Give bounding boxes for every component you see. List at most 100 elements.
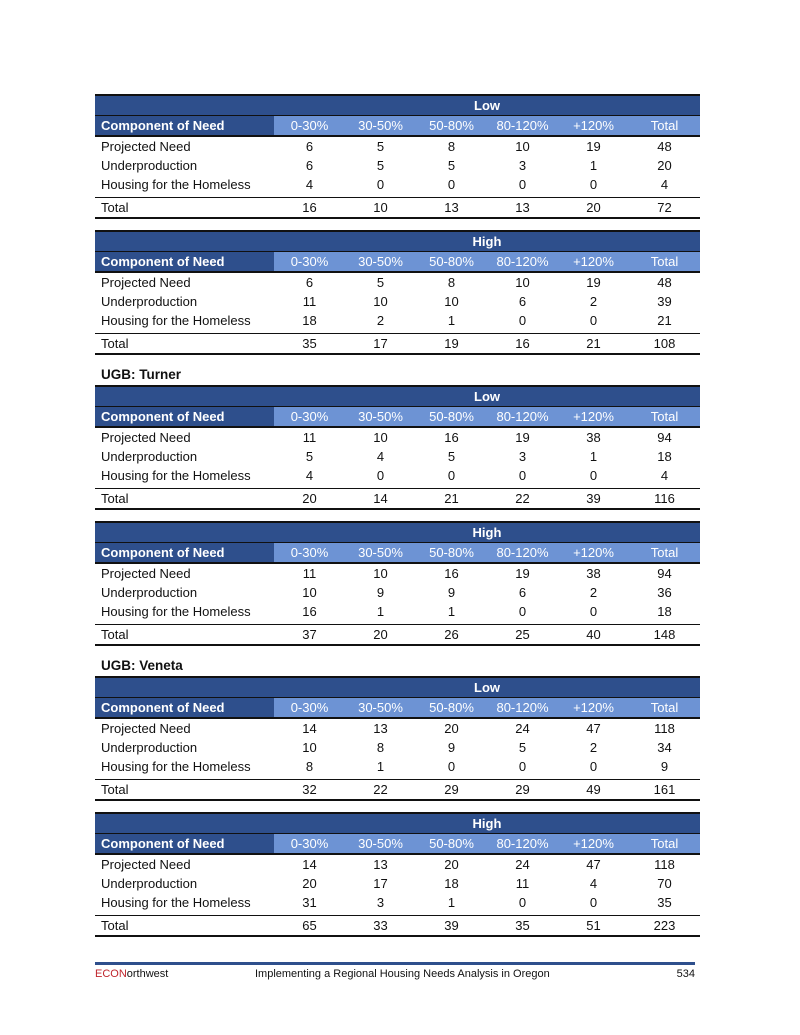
table-cell: 0: [518, 468, 527, 483]
table-cell: 4: [660, 468, 669, 483]
row-label: Total: [101, 627, 129, 642]
table-cell: 9: [660, 759, 669, 774]
column-header: +120%: [558, 252, 629, 271]
table-cell: 0: [518, 895, 527, 910]
total-cell: 35: [302, 336, 317, 351]
scenario-label: Low: [474, 680, 500, 695]
need-table: Low Component of Need 0-30% 30-50% 50-80% 80-…: [95, 385, 700, 510]
total-row: Total 20 14 21 22 39 116: [95, 488, 700, 510]
column-header: Total: [629, 543, 700, 562]
table-cell: 3: [518, 449, 527, 464]
row-label: Total: [101, 491, 129, 506]
table-cell: 11: [302, 294, 317, 309]
total-cell: 223: [653, 918, 676, 933]
column-header: Total: [629, 834, 700, 853]
total-cell: 72: [657, 200, 672, 215]
table-cell: 11: [302, 430, 317, 445]
table-row: Housing for the Homeless 4 0 0 0 0 4: [95, 175, 700, 194]
section-title: UGB: Veneta: [101, 658, 183, 673]
footer-title: Implementing a Regional Housing Needs An…: [255, 968, 550, 980]
table-cell: 94: [657, 566, 672, 581]
column-header-row: Component of Need 0-30% 30-50% 50-80% 80-120…: [95, 115, 700, 137]
table-row: Housing for the Homeless 18 2 1 0 0 21: [95, 311, 700, 330]
total-row: Total 65 33 39 35 51 223: [95, 915, 700, 937]
column-header: 30-50%: [345, 407, 416, 426]
table-cell: 4: [305, 177, 314, 192]
row-label: Total: [101, 782, 129, 797]
table-cell: 8: [376, 740, 385, 755]
table-cell: 5: [447, 158, 456, 173]
column-header-row: Component of Need 0-30% 30-50% 50-80% 80-120…: [95, 697, 700, 719]
table-cell: 13: [373, 857, 388, 872]
table-cell: 1: [447, 604, 456, 619]
total-cell: 21: [444, 491, 459, 506]
table-cell: 0: [376, 177, 385, 192]
total-row: Total 35 17 19 16 21 108: [95, 333, 700, 355]
scenario-label: High: [472, 816, 502, 831]
table-cell: 16: [444, 566, 459, 581]
column-header-row: Component of Need 0-30% 30-50% 50-80% 80-120…: [95, 542, 700, 564]
total-cell: 20: [586, 200, 601, 215]
column-header: 80-120%: [487, 407, 558, 426]
total-cell: 39: [444, 918, 459, 933]
table-cell: 10: [373, 294, 388, 309]
row-label: Underproduction: [101, 158, 198, 173]
total-cell: 22: [373, 782, 388, 797]
need-table: High Component of Need 0-30% 30-50% 50-80% 80…: [95, 230, 700, 355]
table-cell: 19: [515, 430, 530, 445]
table-cell: 0: [589, 759, 598, 774]
scenario-header: Low: [95, 385, 700, 406]
column-header: +120%: [558, 834, 629, 853]
scenario-label: Low: [474, 389, 500, 404]
column-header: 0-30%: [274, 252, 345, 271]
column-header-row: Component of Need 0-30% 30-50% 50-80% 80-120…: [95, 833, 700, 855]
table-row: Underproduction 10 9 9 6 2 36: [95, 583, 700, 602]
table-row: Housing for the Homeless 31 3 1 0 0 35: [95, 893, 700, 912]
row-label: Underproduction: [101, 585, 198, 600]
row-label: Projected Need: [101, 721, 191, 736]
total-cell: 148: [653, 627, 676, 642]
table-cell: 8: [305, 759, 314, 774]
total-cell: 161: [653, 782, 676, 797]
table-cell: 18: [657, 449, 672, 464]
table-cell: 24: [515, 721, 530, 736]
column-header: +120%: [558, 116, 629, 135]
brand-northwest: orthwest: [126, 968, 169, 980]
table-cell: 18: [302, 313, 317, 328]
table-cell: 18: [657, 604, 672, 619]
column-header: Component of Need: [95, 834, 274, 853]
table-cell: 10: [515, 275, 530, 290]
table-row: Projected Need 14 13 20 24 47 118: [95, 719, 700, 738]
table-cell: 2: [589, 585, 598, 600]
table-cell: 20: [657, 158, 672, 173]
table-cell: 3: [376, 895, 385, 910]
row-label: Total: [101, 200, 129, 215]
table-cell: 8: [447, 139, 456, 154]
table-cell: 70: [657, 876, 672, 891]
total-cell: 21: [586, 336, 601, 351]
column-header: 30-50%: [345, 252, 416, 271]
table-cell: 11: [515, 876, 530, 891]
table-cell: 4: [660, 177, 669, 192]
table-cell: 5: [376, 139, 385, 154]
table-cell: 48: [657, 139, 672, 154]
column-header: 50-80%: [416, 116, 487, 135]
total-cell: 16: [302, 200, 317, 215]
total-row: Total 16 10 13 13 20 72: [95, 197, 700, 219]
table-cell: 38: [586, 430, 601, 445]
column-header: 0-30%: [274, 407, 345, 426]
total-cell: 13: [444, 200, 459, 215]
column-header: 80-120%: [487, 116, 558, 135]
column-header: Component of Need: [95, 698, 274, 717]
table-cell: 10: [373, 566, 388, 581]
table-cell: 11: [302, 566, 317, 581]
total-cell: 33: [373, 918, 388, 933]
table-cell: 31: [302, 895, 317, 910]
table-cell: 6: [518, 294, 527, 309]
column-header: 50-80%: [416, 252, 487, 271]
table-cell: 14: [302, 721, 317, 736]
total-cell: 25: [515, 627, 530, 642]
table-cell: 10: [515, 139, 530, 154]
column-header: 80-120%: [487, 543, 558, 562]
